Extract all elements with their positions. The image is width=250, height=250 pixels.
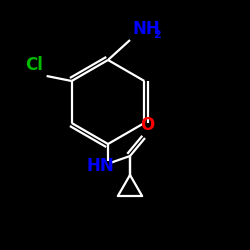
Text: Cl: Cl	[25, 56, 43, 74]
Text: HN: HN	[86, 157, 114, 175]
Text: 2: 2	[153, 30, 161, 40]
Text: NH: NH	[132, 20, 160, 38]
Text: O: O	[140, 116, 154, 134]
